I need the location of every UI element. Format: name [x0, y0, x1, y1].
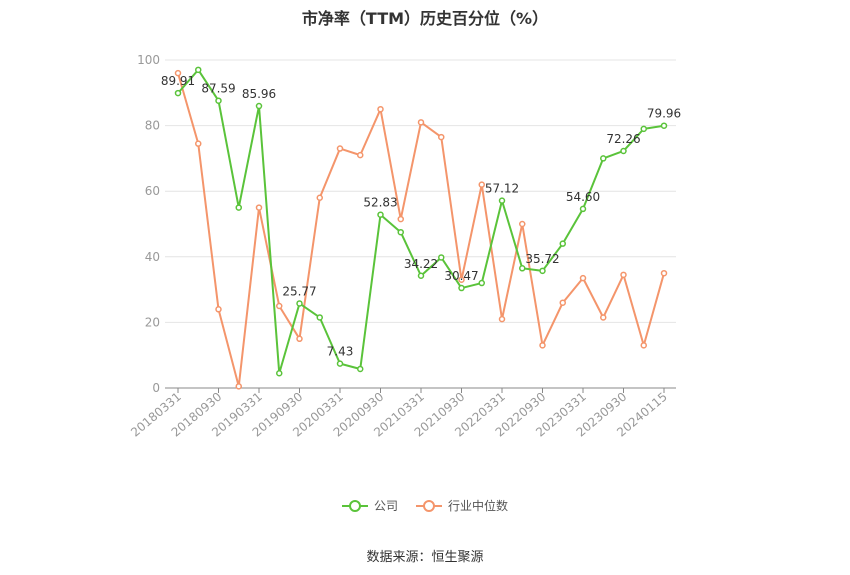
data-labels: 89.91 87.59 85.96 25.77 7.43 52.83 34.22 30.47 5…	[161, 74, 681, 359]
data-label: 89.91	[161, 74, 195, 88]
data-point	[458, 276, 465, 284]
data-point	[478, 181, 485, 188]
data-point	[357, 151, 364, 159]
data-point	[276, 369, 283, 377]
data-point	[255, 102, 263, 110]
y-tick-label: 100	[137, 53, 160, 67]
legend-swatch-industry-median	[416, 499, 442, 513]
data-point	[498, 197, 506, 204]
data-point	[174, 89, 182, 97]
data-point	[235, 204, 242, 211]
data-point	[620, 271, 627, 279]
data-point	[336, 145, 344, 152]
data-point	[600, 314, 607, 321]
data-point	[296, 300, 303, 307]
data-label: 54.60	[566, 190, 600, 204]
data-point	[519, 220, 526, 228]
legend-item-industry-median[interactable]: 行业中位数	[416, 497, 508, 514]
data-point	[195, 140, 202, 147]
legend: 公司 行业中位数	[0, 497, 850, 514]
data-point	[377, 105, 384, 113]
y-tick-label: 40	[145, 250, 160, 264]
y-tick-label: 80	[145, 119, 160, 133]
data-point	[296, 335, 303, 343]
data-label: 52.83	[363, 196, 397, 210]
y-tick-label: 0	[152, 381, 160, 395]
data-point	[600, 155, 607, 162]
data-label: 25.77	[282, 284, 316, 298]
data-point	[559, 299, 566, 306]
data-point	[640, 342, 647, 349]
data-point	[660, 269, 668, 277]
data-point	[397, 228, 404, 236]
data-point	[417, 272, 425, 280]
data-point	[417, 119, 425, 126]
data-point	[174, 69, 182, 77]
data-point	[498, 315, 506, 323]
data-point	[458, 284, 465, 292]
data-point	[640, 125, 647, 133]
legend-label-industry-median: 行业中位数	[448, 499, 509, 513]
data-point	[519, 265, 526, 272]
data-point	[316, 314, 323, 321]
data-label: 85.96	[242, 87, 276, 101]
data-point	[276, 302, 283, 310]
data-point	[255, 204, 263, 211]
data-point	[438, 254, 445, 261]
y-tick-label: 60	[145, 184, 160, 198]
data-point	[235, 383, 242, 390]
y-tick-label: 20	[145, 315, 160, 329]
data-point	[357, 365, 364, 373]
data-point	[539, 267, 546, 275]
data-point	[579, 274, 587, 282]
data-point	[397, 215, 404, 223]
data-point	[539, 342, 546, 349]
data-point	[215, 97, 222, 104]
data-label: 79.96	[647, 107, 681, 121]
data-point	[215, 306, 222, 313]
data-label: 57.12	[485, 182, 519, 196]
data-source-note: 数据来源：恒生聚源	[366, 550, 484, 565]
data-label: 35.72	[525, 252, 559, 266]
data-point	[478, 279, 485, 287]
data-label: 87.59	[201, 82, 235, 96]
data-point	[559, 240, 566, 247]
data-point	[620, 147, 627, 155]
data-point	[336, 360, 344, 367]
series-line-0	[177, 68, 665, 375]
data-label: 34.22	[404, 257, 438, 271]
legend-swatch-company	[341, 499, 368, 513]
series-lines	[174, 66, 668, 390]
data-point	[377, 211, 384, 218]
data-point	[195, 66, 202, 74]
data-point	[660, 122, 668, 129]
data-point	[579, 205, 587, 213]
data-point	[438, 133, 445, 141]
legend-label-company: 公司	[373, 499, 398, 513]
chart-title: 市净率（TTM）历史百分位（%）	[301, 9, 549, 28]
data-label: 72.26	[606, 132, 640, 146]
data-label: 30.47	[444, 269, 478, 283]
data-label: 7.43	[327, 345, 354, 359]
legend-item-company[interactable]: 公司	[341, 497, 398, 514]
data-point	[316, 194, 323, 202]
